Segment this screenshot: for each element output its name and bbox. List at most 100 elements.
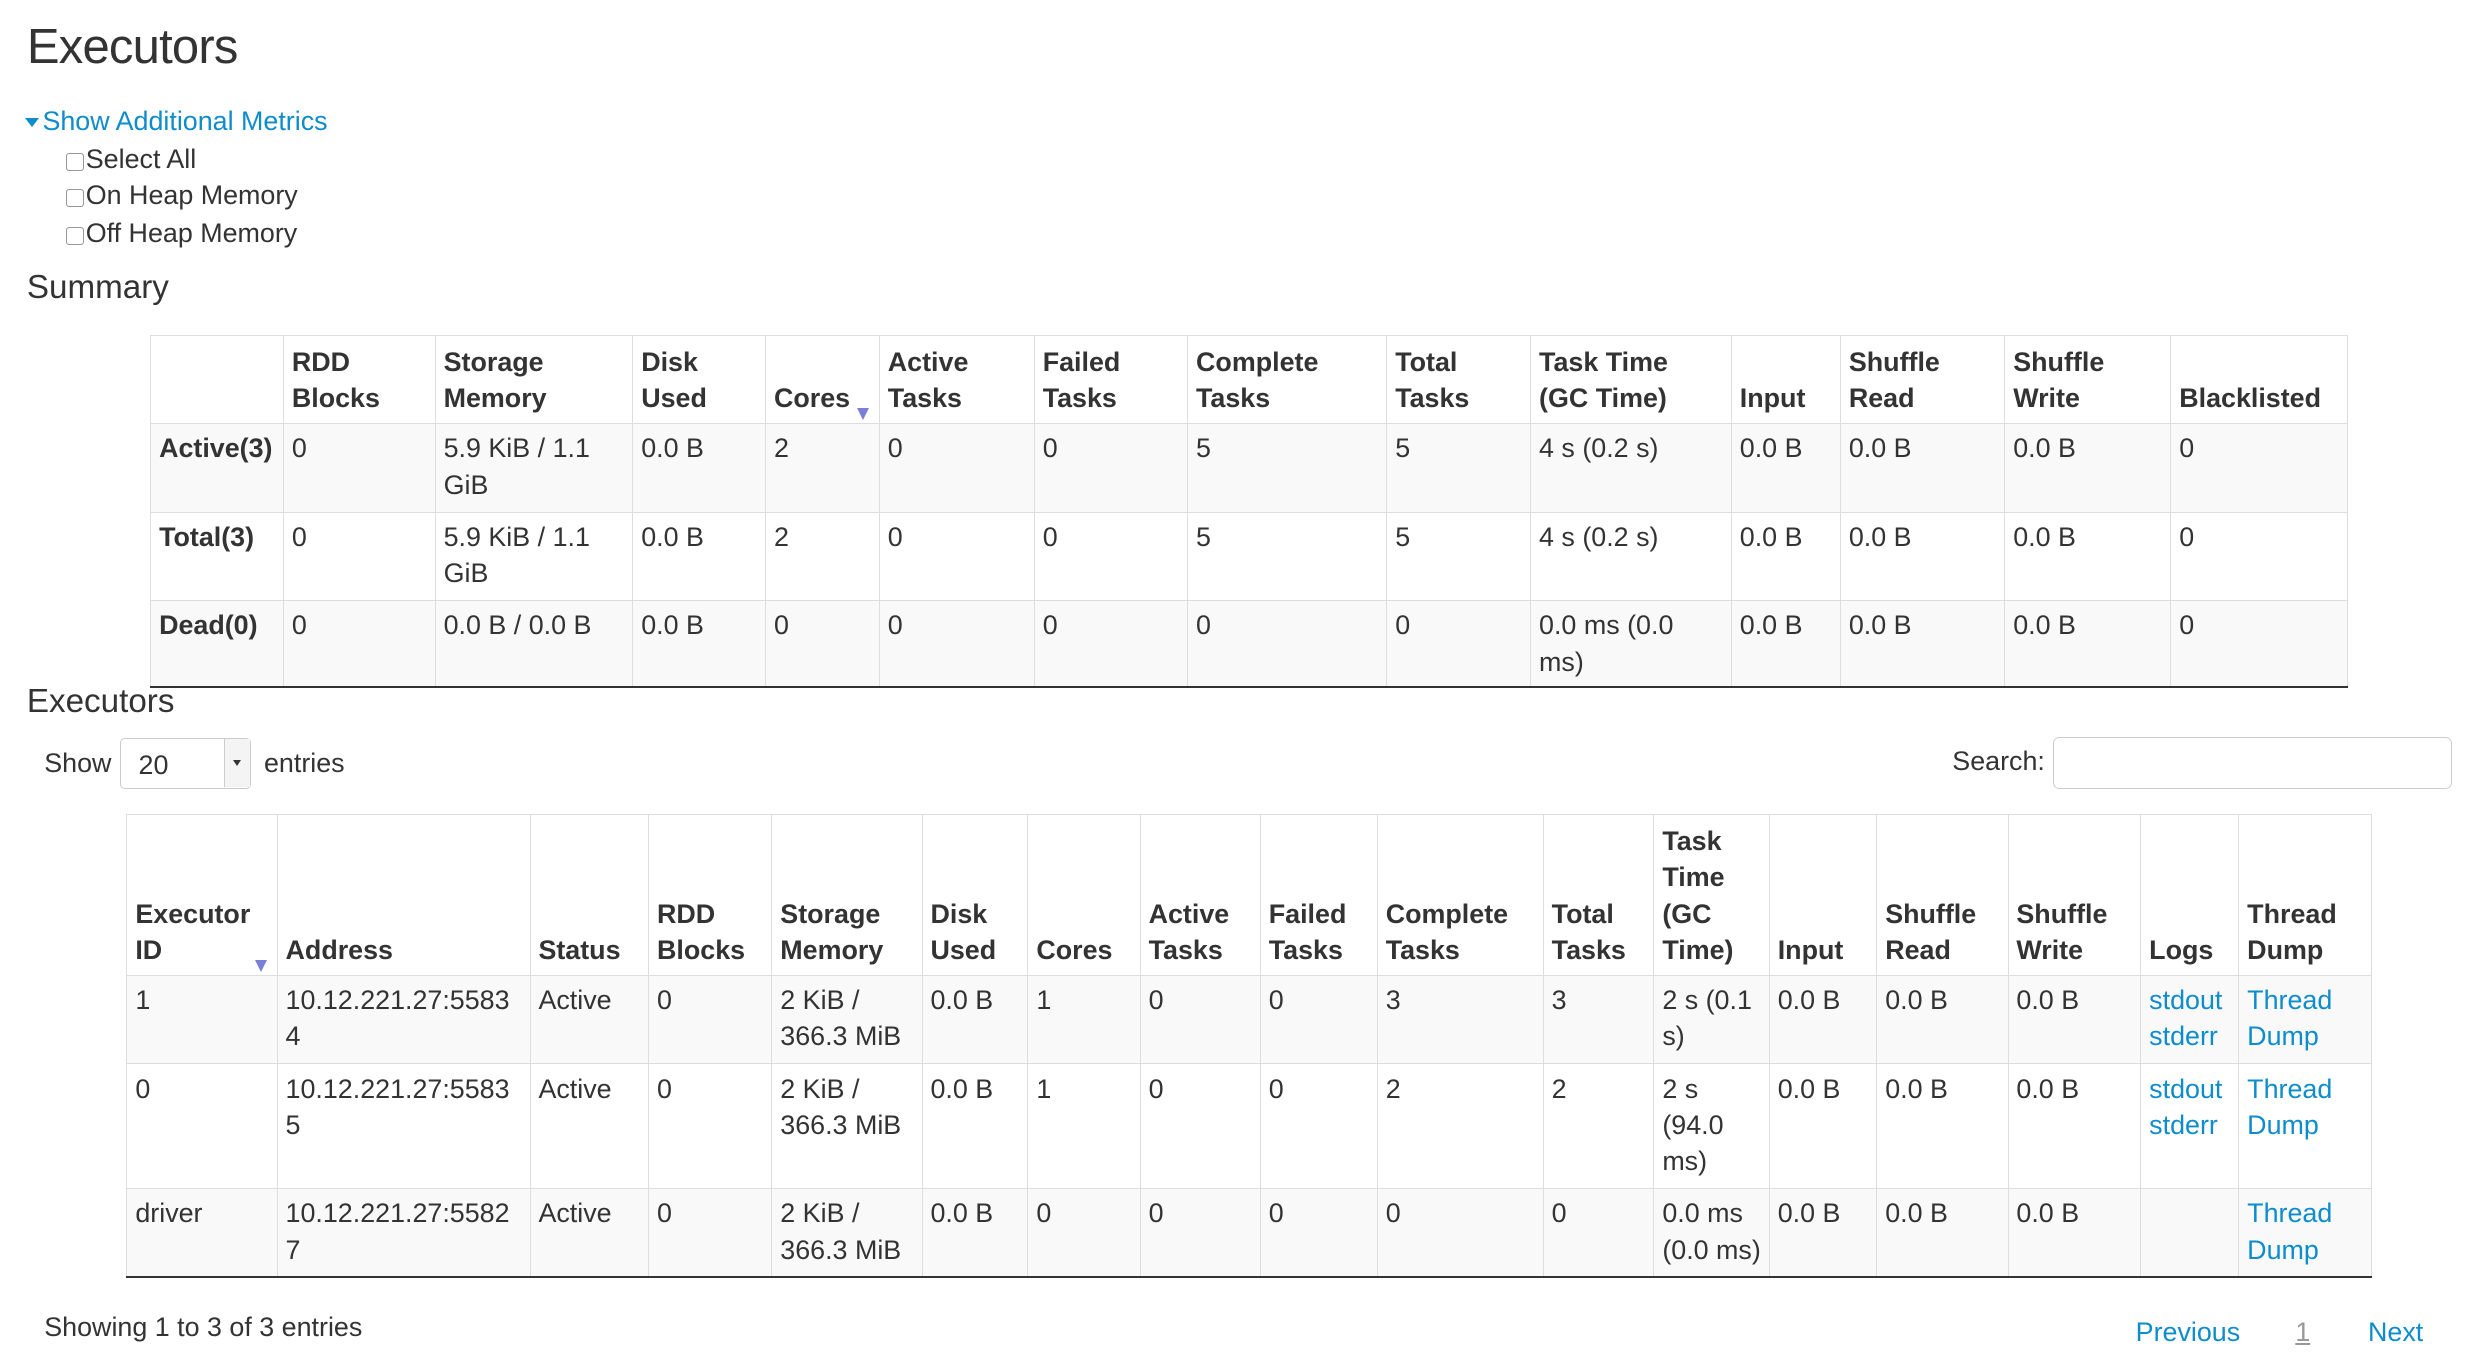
- column-header-cores[interactable]: Cores: [765, 335, 880, 425]
- column-header-storage-memory[interactable]: Storage Memory: [771, 814, 923, 976]
- cell-input: 0.0 B: [1730, 423, 1841, 513]
- thread-dump-link[interactable]: Thread Dump: [2247, 1198, 2333, 1265]
- cell-failed-tasks: 0: [1259, 974, 1378, 1065]
- column-header-failed-tasks[interactable]: Failed Tasks: [1259, 814, 1378, 976]
- cell-shuffle-read: 0.0 B: [1839, 600, 2006, 689]
- cell-failed-tasks: 0: [1259, 1063, 1378, 1190]
- column-header-input[interactable]: Input: [1768, 814, 1878, 976]
- cell-executor-id: driver: [126, 1188, 278, 1279]
- checkbox[interactable]: [66, 189, 85, 208]
- table-row: 1 10.12.221.27:55834 Active 0 2 KiB / 366.3 …: [126, 974, 2373, 1065]
- cell-task-time-gc-time: 2 s (0.1 s): [1653, 974, 1770, 1065]
- checkbox[interactable]: [66, 153, 85, 171]
- row-label: Dead(0): [150, 600, 284, 689]
- cell-cores: 0: [765, 600, 880, 689]
- column-header-address[interactable]: Address: [276, 814, 531, 976]
- column-header-total-tasks[interactable]: Total Tasks: [1542, 814, 1655, 976]
- sort-asc-icon: [255, 959, 268, 972]
- search-input[interactable]: [2053, 736, 2452, 789]
- log-link-stdout[interactable]: stdout: [2149, 1073, 2223, 1104]
- page-1-button[interactable]: 1: [2295, 1316, 2311, 1347]
- column-header-disk-used[interactable]: Disk Used: [921, 814, 1029, 976]
- summary-table: RDD Blocks Storage Memory Disk Used Cores Ac…: [150, 335, 2349, 689]
- log-link-stderr[interactable]: stderr: [2149, 1021, 2218, 1052]
- cell-blacklisted: 0: [2170, 511, 2349, 602]
- cell-disk-used: 0.0 B: [632, 600, 767, 689]
- column-header-rdd-blocks[interactable]: RDD Blocks: [648, 814, 773, 976]
- cell-executor-id: 1: [126, 974, 278, 1065]
- cell-rdd-blocks: 0: [282, 423, 436, 513]
- select-all-option[interactable]: Select All: [66, 141, 196, 177]
- cell-input: 0.0 B: [1768, 1063, 1878, 1190]
- log-link-stderr[interactable]: stderr: [2149, 1109, 2218, 1140]
- cell-active-tasks: 0: [878, 511, 1035, 602]
- entries-label: entries: [263, 747, 345, 778]
- off-heap-memory-option[interactable]: Off Heap Memory: [66, 215, 297, 251]
- cell-rdd-blocks: 0: [282, 511, 436, 602]
- thread-dump-link[interactable]: Thread Dump: [2247, 985, 2333, 1052]
- column-header-shuffle-write[interactable]: Shuffle Write: [2007, 814, 2142, 976]
- column-header-row-label[interactable]: [150, 335, 284, 425]
- table-info: Showing 1 to 3 of 3 entries: [44, 1311, 363, 1342]
- previous-page-button[interactable]: Previous: [2135, 1316, 2241, 1347]
- column-header-status[interactable]: Status: [529, 814, 650, 976]
- cell-failed-tasks: 0: [1033, 511, 1189, 602]
- executors-heading: Executors: [26, 683, 175, 721]
- next-page-button[interactable]: Next: [2368, 1316, 2424, 1347]
- cell-storage-memory: 2 KiB / 366.3 MiB: [771, 974, 923, 1065]
- column-header-storage-memory[interactable]: Storage Memory: [434, 335, 634, 425]
- cell-status: Active: [529, 974, 650, 1065]
- cell-thread-dump: Thread Dump: [2238, 974, 2373, 1065]
- cell-complete-tasks: 5: [1187, 511, 1388, 602]
- page-size-select[interactable]: 20: [120, 738, 252, 789]
- thread-dump-link[interactable]: Thread Dump: [2247, 1073, 2333, 1140]
- cell-active-tasks: 0: [1139, 1188, 1261, 1279]
- column-header-thread-dump[interactable]: Thread Dump: [2238, 814, 2373, 976]
- cell-complete-tasks: 0: [1187, 600, 1388, 689]
- search-label: Search:: [1952, 745, 2045, 776]
- column-header-shuffle-read[interactable]: Shuffle Read: [1839, 335, 2006, 425]
- cell-storage-memory: 2 KiB / 366.3 MiB: [771, 1188, 923, 1279]
- cell-address: 10.12.221.27:55834: [276, 974, 531, 1065]
- cell-input: 0.0 B: [1768, 974, 1878, 1065]
- cell-failed-tasks: 0: [1033, 423, 1189, 513]
- log-link-stdout[interactable]: stdout: [2149, 985, 2223, 1016]
- cell-status: Active: [529, 1188, 650, 1279]
- checkbox[interactable]: [66, 227, 85, 246]
- on-heap-memory-option[interactable]: On Heap Memory: [66, 177, 298, 213]
- show-additional-metrics-toggle[interactable]: Show Additional Metrics: [25, 103, 328, 139]
- column-header-complete-tasks[interactable]: Complete Tasks: [1376, 814, 1544, 976]
- cell-blacklisted: 0: [2170, 600, 2349, 689]
- column-header-complete-tasks[interactable]: Complete Tasks: [1187, 335, 1388, 425]
- cell-cores: 1: [1027, 1063, 1141, 1190]
- column-header-cores[interactable]: Cores: [1027, 814, 1141, 976]
- page-size-value: 20: [138, 750, 169, 781]
- column-header-logs[interactable]: Logs: [2140, 814, 2240, 976]
- cell-logs: [2140, 1188, 2240, 1279]
- cell-complete-tasks: 5: [1187, 423, 1388, 513]
- column-header-shuffle-write[interactable]: Shuffle Write: [2004, 335, 2172, 425]
- column-header-active-tasks[interactable]: Active Tasks: [1139, 814, 1261, 976]
- cell-disk-used: 0.0 B: [921, 1063, 1029, 1190]
- cell-shuffle-write: 0.0 B: [2004, 600, 2172, 689]
- column-header-executor-id[interactable]: Executor ID: [126, 814, 278, 976]
- cell-active-tasks: 0: [878, 423, 1035, 513]
- column-header-blacklisted[interactable]: Blacklisted: [2170, 335, 2349, 425]
- cell-task-time-gc-time: 4 s (0.2 s): [1530, 511, 1732, 602]
- cell-rdd-blocks: 0: [648, 974, 773, 1065]
- cell-storage-memory: 0.0 B / 0.0 B: [434, 600, 634, 689]
- column-header-task-time-gc-time[interactable]: Task Time (GC Time): [1530, 335, 1732, 425]
- column-header-total-tasks[interactable]: Total Tasks: [1386, 335, 1532, 425]
- cell-rdd-blocks: 0: [282, 600, 436, 689]
- column-header-task-time-gc-time[interactable]: Task Time (GC Time): [1653, 814, 1770, 976]
- dropdown-arrow[interactable]: [224, 739, 251, 787]
- column-header-failed-tasks[interactable]: Failed Tasks: [1033, 335, 1189, 425]
- cell-shuffle-read: 0.0 B: [1876, 1063, 2009, 1190]
- column-header-shuffle-read[interactable]: Shuffle Read: [1876, 814, 2009, 976]
- column-header-input[interactable]: Input: [1730, 335, 1841, 425]
- cell-cores: 1: [1027, 974, 1141, 1065]
- column-header-disk-used[interactable]: Disk Used: [632, 335, 767, 425]
- column-header-active-tasks[interactable]: Active Tasks: [878, 335, 1035, 425]
- column-header-rdd-blocks[interactable]: RDD Blocks: [282, 335, 436, 425]
